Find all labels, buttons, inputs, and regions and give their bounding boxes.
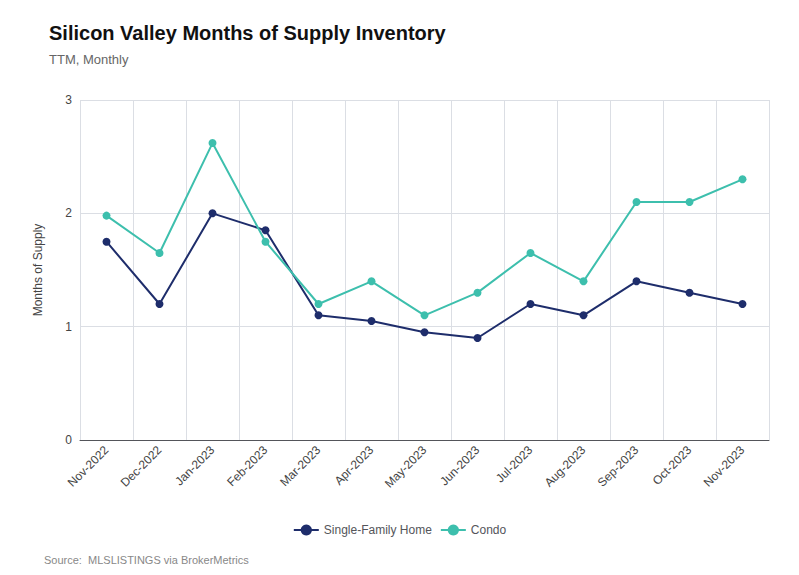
svg-text:Condo: Condo [471,523,507,537]
svg-text:Jul-2023: Jul-2023 [493,443,536,486]
svg-text:Jun-2023: Jun-2023 [437,443,482,488]
svg-text:1: 1 [65,320,72,334]
svg-text:Oct-2023: Oct-2023 [650,443,695,488]
svg-text:May-2023: May-2023 [382,443,430,491]
svg-text:Silicon Valley Months of Suppl: Silicon Valley Months of Supply Inventor… [49,22,447,44]
svg-text:Dec-2022: Dec-2022 [118,443,165,490]
svg-text:Nov-2023: Nov-2023 [701,443,748,490]
svg-text:0: 0 [65,433,72,447]
svg-text:Sep-2023: Sep-2023 [595,443,642,490]
svg-text:Months of Supply: Months of Supply [31,224,45,317]
svg-text:Aug-2023: Aug-2023 [542,443,589,490]
svg-text:2: 2 [65,206,72,220]
svg-text:Nov-2022: Nov-2022 [65,443,112,490]
svg-text:Feb-2023: Feb-2023 [224,443,270,489]
svg-text:3: 3 [65,93,72,107]
svg-text:Source: MLSLISTINGS via Broke: Source: MLSLISTINGS via BrokerMetrics [44,554,249,566]
svg-text:TTM, Monthly: TTM, Monthly [49,52,129,67]
svg-text:Apr-2023: Apr-2023 [332,443,377,488]
svg-text:Mar-2023: Mar-2023 [277,443,323,489]
svg-text:Single-Family Home: Single-Family Home [324,523,432,537]
svg-text:Jan-2023: Jan-2023 [172,443,217,488]
